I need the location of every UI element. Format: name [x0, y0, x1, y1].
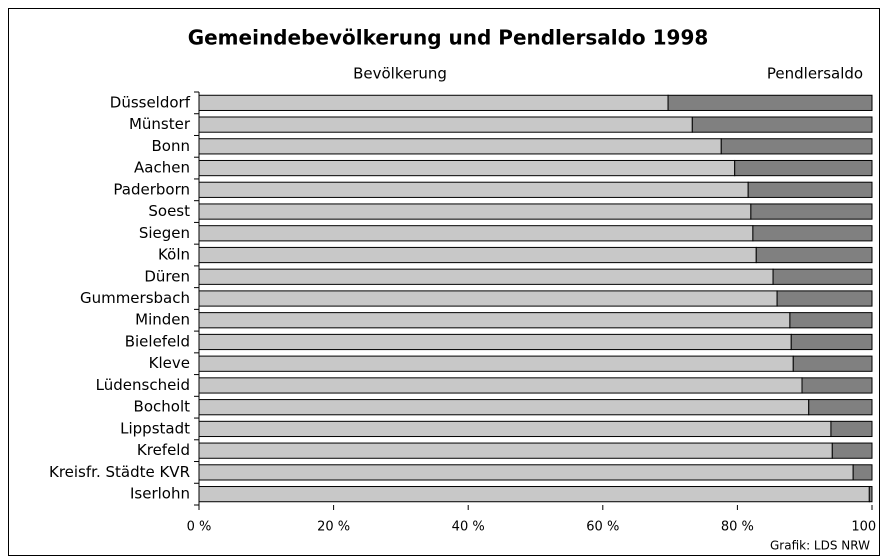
x-tick-label: 100 %	[851, 520, 881, 535]
bar-segment	[720, 138, 873, 155]
y-tick-label: Lüdenscheid	[96, 376, 190, 394]
bar-segment	[198, 290, 778, 307]
chart-title: Gemeindebevölkerung und Pendlersaldo 199…	[188, 26, 709, 50]
bar-segment	[198, 138, 722, 155]
bar-segment	[808, 399, 873, 416]
y-tick-label: Bielefeld	[125, 332, 190, 350]
y-tick-label: Münster	[129, 115, 191, 133]
bar-segment	[198, 312, 791, 329]
bar-segment	[198, 268, 774, 285]
bar-segment	[789, 312, 873, 329]
bar-segment	[750, 203, 873, 220]
y-tick-label: Düren	[144, 267, 190, 285]
bar-segment	[198, 116, 693, 133]
bar-segment	[198, 203, 752, 220]
bar-segment	[198, 355, 794, 372]
bar-segment	[776, 290, 873, 307]
bar-segment	[198, 225, 754, 242]
bar-segment	[792, 355, 873, 372]
bar-segment	[772, 268, 873, 285]
bar-segment	[198, 486, 870, 503]
y-tick-label: Soest	[148, 202, 190, 220]
y-tick-label: Bonn	[152, 137, 190, 155]
series-label: Bevölkerung	[353, 65, 447, 83]
y-tick-label: Bocholt	[134, 398, 191, 416]
y-tick-label: Iserlohn	[130, 485, 190, 503]
bar-segment	[747, 181, 873, 198]
y-tick-label: Siegen	[139, 224, 190, 242]
y-tick-label: Minden	[135, 311, 190, 329]
x-tick-label: 40 %	[452, 520, 485, 535]
y-tick-label: Paderborn	[113, 180, 190, 198]
bar-segment	[198, 420, 832, 438]
y-tick-label: Düsseldorf	[110, 93, 191, 111]
y-tick-label: Köln	[158, 246, 190, 264]
bar-segment	[198, 442, 833, 459]
bar-segment	[198, 399, 810, 416]
bar-segment	[198, 377, 803, 394]
bar-segment	[734, 159, 873, 177]
bar-segment	[801, 377, 873, 394]
bar-segment	[198, 246, 757, 264]
bar-segment	[198, 181, 749, 198]
series-label: Pendlersaldo	[767, 65, 863, 83]
x-tick-label: 20 %	[317, 520, 350, 535]
y-tick-label: Lippstadt	[120, 419, 190, 437]
bar-segment	[691, 116, 873, 133]
bar-segment	[198, 159, 736, 177]
bar-segment	[752, 225, 873, 242]
bar-segment	[198, 464, 854, 481]
bar-segment	[868, 486, 873, 503]
bar-segment	[198, 333, 792, 351]
y-tick-label: Aachen	[134, 159, 190, 177]
y-tick-label: Krefeld	[137, 441, 190, 459]
x-tick-label: 0 %	[187, 520, 212, 535]
y-tick-label: Kreisfr. Städte KVR	[49, 463, 190, 481]
bar-segment	[755, 246, 873, 264]
y-tick-label: Gummersbach	[80, 289, 190, 307]
bar-segment	[667, 94, 873, 111]
bar-segment	[852, 464, 873, 481]
bar-segment	[831, 442, 873, 459]
x-tick-label: 60 %	[586, 520, 619, 535]
y-tick-label: Kleve	[149, 354, 190, 372]
bar-segment	[790, 333, 873, 351]
bar-segment	[830, 420, 873, 438]
source: Grafik: LDS NRW	[770, 539, 870, 553]
x-tick-label: 80 %	[721, 520, 754, 535]
bar-segment	[198, 94, 669, 111]
